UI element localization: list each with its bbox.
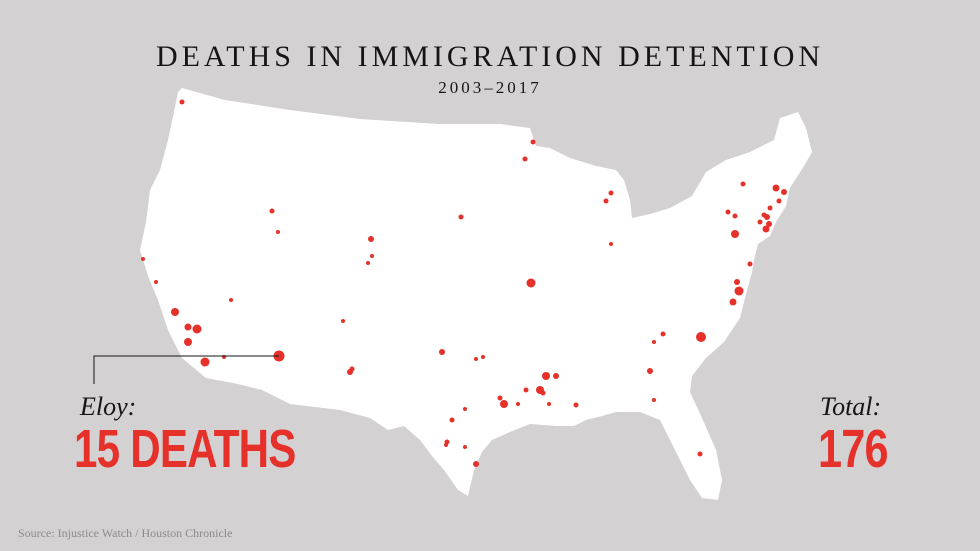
- death-location-dot: [439, 349, 445, 355]
- death-location-dot: [473, 461, 479, 467]
- death-location-dot: [652, 340, 656, 344]
- death-location-dot: [523, 387, 529, 393]
- death-location-dot: [547, 402, 551, 406]
- total-deaths-value: 176: [818, 419, 888, 479]
- death-location-dot: [366, 261, 370, 265]
- death-location-dot: [368, 236, 374, 242]
- death-location-dot: [732, 213, 738, 219]
- death-location-dot: [540, 390, 546, 396]
- death-location-dot: [652, 398, 656, 402]
- death-location-dot: [776, 198, 782, 204]
- death-location-dot: [660, 331, 666, 337]
- eloy-leader-line: [93, 355, 279, 384]
- death-location-dot: [772, 184, 780, 192]
- death-location-dot: [141, 257, 145, 261]
- death-location-dot: [740, 181, 746, 187]
- detention-death-dots: [141, 99, 787, 467]
- death-location-dot: [449, 417, 455, 423]
- us-landmass: [140, 88, 812, 500]
- death-location-dot: [154, 280, 158, 284]
- death-location-dot: [542, 372, 550, 380]
- death-location-dot: [463, 407, 467, 411]
- source-credit: Source: Injustice Watch / Houston Chroni…: [18, 526, 233, 540]
- death-location-dot: [500, 400, 508, 408]
- death-location-dot: [349, 366, 355, 372]
- death-location-dot: [734, 279, 740, 285]
- death-location-dot: [192, 324, 202, 334]
- death-location-dot: [370, 254, 374, 258]
- death-location-dot: [276, 230, 280, 234]
- death-location-dot: [184, 338, 192, 346]
- death-location-dot: [463, 445, 467, 449]
- death-location-dot: [731, 230, 739, 238]
- death-location-dot: [729, 298, 737, 306]
- death-location-dot: [184, 323, 192, 331]
- death-location-dot: [609, 242, 613, 246]
- death-location-dot: [474, 357, 478, 361]
- death-location-dot: [781, 189, 787, 195]
- death-location-dot: [608, 190, 614, 196]
- total-label: Total:: [820, 392, 882, 421]
- map-subtitle: 2003–2017: [438, 78, 542, 97]
- death-location-dot: [767, 205, 773, 211]
- map-title: DEATHS IN IMMIGRATION DETENTION: [155, 40, 825, 73]
- death-location-dot: [526, 278, 536, 288]
- death-location-dot: [522, 156, 528, 162]
- death-location-dot: [269, 208, 275, 214]
- death-location-dot: [530, 139, 536, 145]
- death-location-dot: [757, 219, 763, 225]
- eloy-label: Eloy:: [80, 392, 137, 421]
- death-location-dot: [171, 308, 179, 316]
- death-location-dot: [229, 298, 233, 302]
- death-location-dot: [697, 451, 703, 457]
- eloy-deaths-value: 15 DEATHS: [74, 419, 296, 479]
- death-location-dot: [762, 225, 770, 233]
- death-location-dot: [458, 214, 464, 220]
- death-location-dot: [603, 198, 609, 204]
- death-location-dot: [341, 319, 345, 323]
- death-location-dot: [696, 332, 706, 342]
- death-location-dot: [179, 99, 185, 105]
- death-location-dot: [497, 395, 503, 401]
- death-location-dot: [516, 402, 520, 406]
- death-location-dot: [444, 443, 448, 447]
- death-location-dot: [747, 261, 753, 267]
- death-location-dot: [573, 402, 579, 408]
- death-location-dot: [734, 286, 744, 296]
- death-location-dot: [766, 221, 772, 227]
- michigan-peninsula: [598, 184, 624, 240]
- death-location-dot: [481, 355, 485, 359]
- death-location-dot: [764, 214, 770, 220]
- death-location-dot: [647, 368, 653, 374]
- death-location-dot: [200, 357, 210, 367]
- death-location-dot: [553, 373, 559, 379]
- death-location-dot: [725, 209, 731, 215]
